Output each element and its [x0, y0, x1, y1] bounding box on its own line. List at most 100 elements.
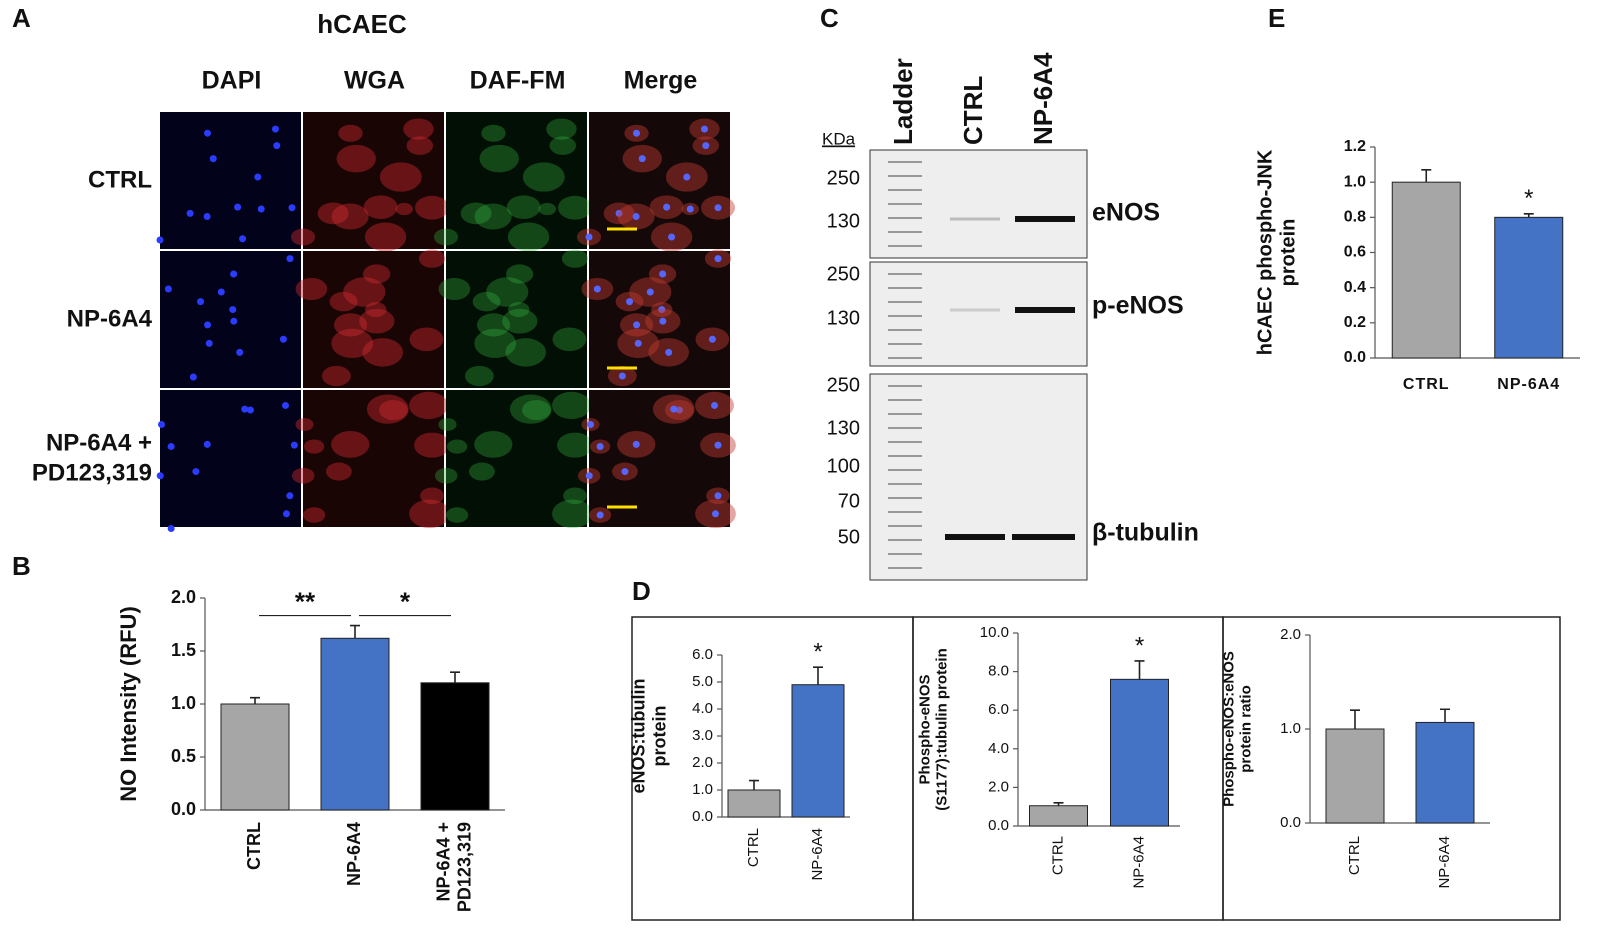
nucleus [203, 440, 211, 448]
micrograph [589, 112, 730, 249]
cell [364, 222, 407, 252]
nucleus [271, 125, 279, 133]
micrograph [303, 390, 444, 527]
cell [472, 291, 501, 312]
panel-frame [1222, 616, 1561, 921]
nucleus [189, 373, 197, 381]
annotation: ** [295, 586, 316, 616]
micrograph [303, 251, 444, 388]
error-bar [250, 696, 260, 704]
y-axis-label: eNOS:tubulinprotein [628, 679, 669, 794]
nucleus [167, 524, 175, 532]
column-header: DAF-FM [470, 67, 566, 95]
cell [464, 365, 494, 387]
cell [331, 431, 370, 458]
panel-label: D [632, 576, 651, 606]
nucleus [186, 209, 194, 217]
lane-label: NP-6A4 [1028, 52, 1058, 145]
micrograph [160, 112, 301, 249]
nucleus [257, 205, 265, 213]
cell [343, 277, 386, 307]
row-label: NP-6A4 [67, 306, 153, 333]
bar [220, 703, 290, 811]
nucleus [156, 472, 164, 480]
nucleus [281, 401, 289, 409]
y-tick-label: 1.5 [171, 640, 196, 660]
cell [409, 499, 450, 529]
cell [362, 264, 391, 284]
nucleus [197, 298, 205, 306]
nucleus [157, 421, 165, 429]
nucleus [633, 129, 641, 137]
panel-title: hCAEC [317, 9, 407, 39]
cell [561, 249, 589, 268]
nucleus [615, 209, 623, 217]
y-tick-label: 6.0 [692, 646, 713, 663]
panel-label: E [1268, 3, 1285, 33]
x-tick-label: NP-6A4 +PD123,319 [433, 822, 474, 912]
nucleus [663, 203, 671, 211]
x-tick-label: CTRL [1346, 836, 1363, 875]
cell [406, 136, 434, 155]
nucleus [710, 401, 718, 409]
nucleus [205, 339, 213, 347]
error-bar [813, 666, 823, 685]
y-tick-label: 6.0 [988, 701, 1009, 718]
cell [563, 487, 587, 505]
row-label: NP-6A4 + PD123,319 [32, 430, 152, 487]
marker-label: 250 [827, 263, 860, 285]
cell [295, 418, 314, 431]
nucleus [273, 142, 281, 150]
micrograph [160, 390, 301, 527]
nucleus [234, 203, 242, 211]
error-bar [1053, 802, 1064, 806]
column-header: WGA [344, 67, 405, 95]
cell [366, 394, 409, 424]
cell [336, 144, 376, 173]
x-tick-label: CTRL [244, 822, 264, 870]
nucleus [282, 510, 290, 518]
y-tick-label: 2.0 [171, 587, 196, 607]
cell [508, 302, 530, 318]
y-tick-label: 0.4 [1344, 279, 1366, 296]
cell [552, 327, 587, 352]
bar [1494, 216, 1564, 359]
bar [420, 682, 490, 811]
blot [869, 261, 1088, 367]
y-tick-label: 1.0 [1280, 720, 1301, 737]
cell [438, 418, 457, 431]
error-bar [1440, 708, 1450, 723]
y-tick-label: 0.5 [171, 746, 196, 766]
cell [303, 439, 325, 454]
annotation: * [1135, 632, 1144, 659]
blot-target: eNOS [1092, 199, 1160, 227]
y-axis-label: hCAEC phospho-JNKprotein [1255, 149, 1300, 355]
cell [365, 302, 387, 318]
nucleus [632, 213, 640, 221]
x-tick-label: NP-6A4 [1497, 376, 1560, 393]
y-tick-label: 4.0 [692, 700, 713, 717]
error-bar [1350, 709, 1360, 729]
bar [1415, 721, 1475, 824]
nucleus [236, 348, 244, 356]
marker-label: 50 [838, 526, 860, 548]
y-tick-label: 10.0 [980, 624, 1009, 641]
cell [333, 313, 368, 337]
y-axis-label: NO Intensity (RFU) [116, 606, 141, 802]
y-tick-label: 1.2 [1344, 138, 1366, 155]
y-tick-label: 0.0 [1280, 814, 1301, 831]
cell [321, 365, 351, 387]
y-tick-label: 2.0 [988, 778, 1009, 795]
nucleus [279, 335, 287, 343]
cell [505, 264, 534, 284]
nucleus [204, 321, 212, 329]
blot [869, 373, 1088, 581]
nucleus [668, 233, 676, 241]
y-axis-label: Phospho-eNOS(S1177):tubulin protein [916, 648, 950, 811]
nucleus [203, 213, 211, 221]
y-tick-label: 0.0 [1344, 349, 1366, 366]
cell [446, 439, 468, 454]
cell [557, 432, 593, 458]
panel-label: C [820, 3, 839, 33]
